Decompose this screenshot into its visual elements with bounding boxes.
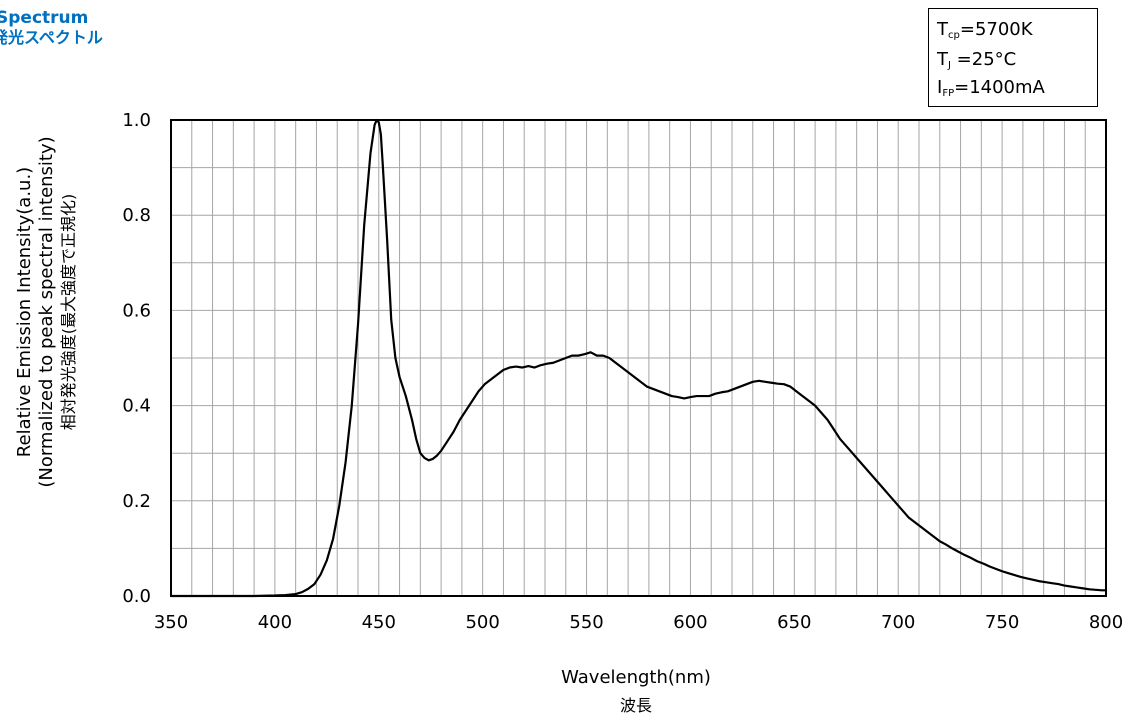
condition-subscript: cp xyxy=(948,30,960,41)
condition-forward-current: IFP=1400mA xyxy=(937,77,1045,99)
x-tick-label: 700 xyxy=(881,612,915,633)
x-tick-label: 500 xyxy=(465,612,499,633)
y-axis-label-line-1: Relative Emission Intensity(a.u.) xyxy=(14,167,35,457)
title-japanese: 発光スペクトル xyxy=(0,28,103,47)
condition-junction-temperature: TJ =25°C xyxy=(937,49,1016,71)
title-english: Spectrum xyxy=(0,8,89,28)
x-tick-label: 600 xyxy=(673,612,707,633)
conditions-box: Tcp=5700K TJ =25°C IFP=1400mA xyxy=(928,8,1098,107)
y-tick-label: 0.8 xyxy=(122,205,151,226)
x-tick-label: 400 xyxy=(258,612,292,633)
x-tick-labels: 350 400 450 500 550 600 650 700 750 800 xyxy=(154,612,1123,633)
y-tick-label: 0.0 xyxy=(122,586,151,607)
condition-subscript: J xyxy=(948,60,951,71)
condition-cp-temperature: Tcp=5700K xyxy=(937,19,1033,41)
condition-symbol: I xyxy=(937,77,943,98)
condition-value: =25°C xyxy=(950,49,1017,70)
y-tick-label: 0.4 xyxy=(122,396,151,417)
y-tick-label: 0.6 xyxy=(122,300,151,321)
condition-subscript: FP xyxy=(942,88,955,99)
x-tick-label: 450 xyxy=(362,612,396,633)
y-tick-label: 0.2 xyxy=(122,491,151,512)
spectrum-line xyxy=(171,118,1106,598)
x-tick-label: 800 xyxy=(1089,612,1123,633)
y-axis-label: Relative Emission Intensity(a.u.) (Norma… xyxy=(14,136,78,487)
x-tick-label: 650 xyxy=(777,612,811,633)
x-tick-label: 750 xyxy=(985,612,1019,633)
grid xyxy=(191,120,1086,596)
plot-frame xyxy=(170,119,1107,597)
x-axis-label: Wavelength(nm) xyxy=(561,667,711,688)
y-axis-label-line-3: 相対発光強度(最大強度で正規化) xyxy=(59,194,78,431)
x-tick-label: 550 xyxy=(569,612,603,633)
x-axis-label-japanese: 波長 xyxy=(620,696,652,715)
condition-value: =5700K xyxy=(959,19,1033,40)
major-gridlines xyxy=(171,167,1106,549)
y-axis-label-line-2: (Normalized to peak spectral intensity) xyxy=(36,136,57,487)
y-tick-label: 1.0 xyxy=(122,110,151,131)
y-tick-labels: 0.0 0.2 0.4 0.6 0.8 1.0 xyxy=(122,110,151,607)
x-tick-label: 350 xyxy=(154,612,188,633)
condition-symbol: T xyxy=(937,19,948,40)
condition-symbol: T xyxy=(937,49,948,70)
condition-value: =1400mA xyxy=(954,77,1045,98)
